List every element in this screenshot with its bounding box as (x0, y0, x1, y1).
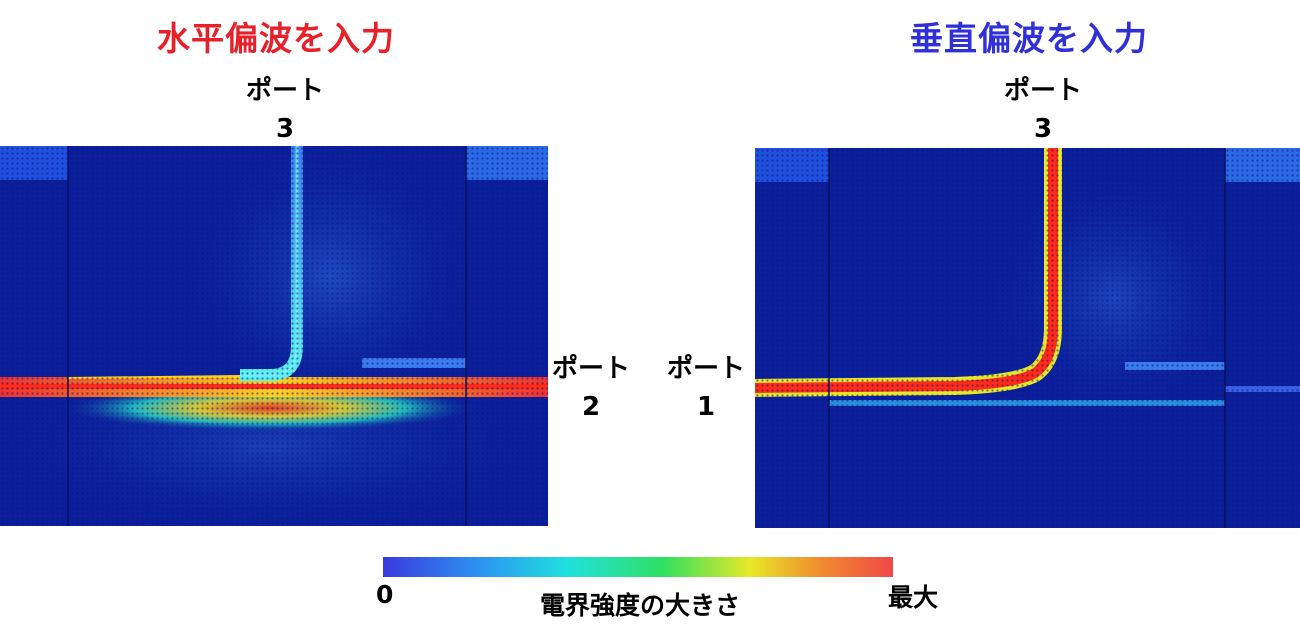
left-port-3-label: ポート 3 (246, 72, 324, 148)
right-field-plot (755, 148, 1300, 528)
right-dot-texture (755, 148, 1300, 528)
port-1-text: ポート (667, 354, 746, 384)
left-port-3-text: ポート (246, 76, 325, 106)
left-field-plot (0, 146, 548, 526)
colorbar-min-label: 0 (376, 580, 394, 609)
port-2-text: ポート (552, 354, 631, 384)
right-port-3-label: ポート 3 (1004, 72, 1082, 148)
port-2-number: 2 (581, 392, 601, 422)
port-2-label: ポート 2 (552, 350, 630, 426)
port-1-number: 1 (696, 392, 716, 422)
left-dot-texture (0, 146, 548, 526)
colorbar (383, 557, 893, 577)
right-panel-title: 垂直偏波を入力 (910, 19, 1148, 58)
colorbar-caption: 電界強度の大きさ (540, 591, 741, 620)
right-port-3-text: ポート (1004, 76, 1083, 106)
left-port-3-number: 3 (275, 114, 295, 144)
colorbar-max-label: 最大 (888, 583, 939, 612)
right-port-3-number: 3 (1033, 114, 1053, 144)
left-panel-title: 水平偏波を入力 (157, 19, 395, 58)
colorbar-gradient (383, 557, 893, 577)
port-1-label: ポート 1 (667, 350, 745, 426)
